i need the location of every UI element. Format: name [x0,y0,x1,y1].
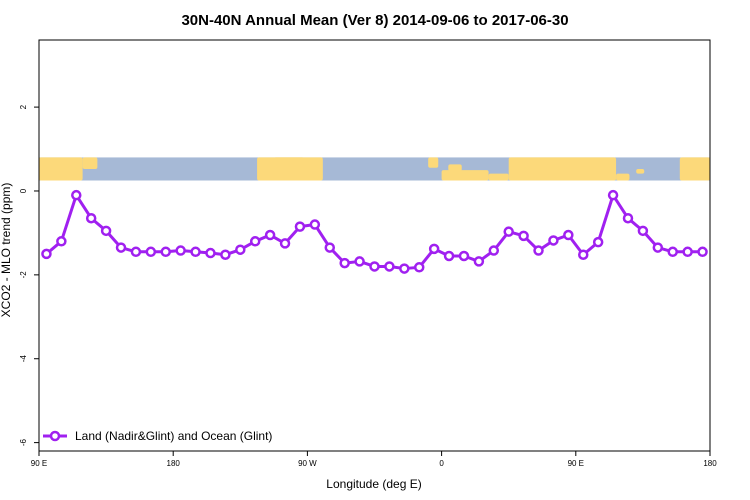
map-land-shape [82,157,98,169]
data-point [205,247,216,259]
map-land-shape [257,157,323,181]
data-point [399,263,410,274]
data-point [115,242,127,253]
y-tick-label: -4 [19,355,28,363]
data-point [41,248,52,260]
data-point [160,246,171,258]
data-point [697,246,708,258]
x-tick-label: 0 [439,459,444,468]
x-tick-label: 90 W [298,459,317,468]
data-point [473,256,485,267]
x-tick-label: 90 E [568,459,584,468]
x-tick-label: 180 [167,459,181,468]
data-point [235,244,246,255]
data-point [175,245,186,256]
data-point [384,261,395,272]
map-land-shape [616,173,630,181]
y-tick-label: -2 [19,271,28,279]
data-point [249,236,261,247]
series-line [45,193,703,271]
data-point [443,250,455,262]
data-point [220,249,231,260]
data-point [428,243,440,255]
data-point [503,226,514,237]
legend-point-marker [49,430,61,442]
y-tick-label: 0 [19,188,28,193]
legend-label: Land (Nadir&Glint) and Ocean (Glint) [75,429,272,443]
map-land-shape [679,157,710,181]
data-point [637,225,649,237]
data-point [622,212,634,224]
data-point [279,238,291,249]
map-land-shape [39,157,83,181]
plot-area-frame [38,39,711,452]
map-land-shape [441,170,489,181]
map-land-shape [488,173,509,181]
data-point [324,242,336,253]
data-point [563,229,574,241]
data-point [100,225,112,237]
data-point [578,249,589,260]
data-point [413,262,425,273]
map-land-shape [448,164,462,172]
y-axis-label: XCO2 - MLO trend (ppm) [0,183,13,318]
map-land-shape [636,168,645,174]
data-point [488,245,500,256]
data-point [130,246,142,258]
chart-title: 30N-40N Annual Mean (Ver 8) 2014-09-06 t… [181,12,568,29]
data-point [652,242,664,253]
data-point [682,246,693,258]
data-point [264,229,276,241]
data-point [458,250,470,262]
x-tick-label: 180 [703,459,717,468]
data-point [56,236,67,247]
data-point [145,246,157,258]
data-point [190,246,201,258]
y-axis: 2 0 -2 -4 -6 [19,104,39,446]
x-axis: 90 E 180 90 W 0 90 E 180 [31,451,717,468]
map-land-shape [428,157,439,168]
data-point [667,246,678,258]
x-tick-label: 90 E [31,459,47,468]
series-layer [41,189,708,274]
data-point [354,256,365,267]
data-point [548,235,559,246]
data-point [71,189,82,201]
x-axis-label: Longitude (deg E) [326,477,421,491]
data-point [533,245,544,256]
map-land-shape [508,157,617,181]
data-point [518,230,529,242]
legend: Land (Nadir&Glint) and Ocean (Glint) [43,429,272,443]
data-point [339,257,350,269]
data-point [294,221,306,232]
data-point [85,212,97,224]
data-point [607,189,619,201]
y-tick-label: 2 [19,104,28,109]
map-land-shape [273,157,305,163]
data-point [369,261,380,272]
data-point [592,236,604,248]
y-tick-label: -6 [19,439,28,447]
world-map-strip [39,157,710,181]
data-point [309,219,321,230]
